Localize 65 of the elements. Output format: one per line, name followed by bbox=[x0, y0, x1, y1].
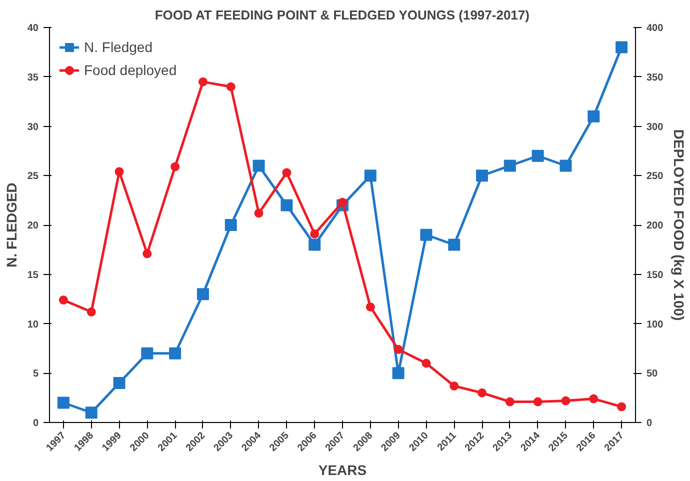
point bbox=[448, 238, 460, 251]
y2-tick-label: 50 bbox=[646, 368, 658, 380]
point bbox=[254, 208, 264, 218]
point bbox=[226, 82, 236, 92]
point bbox=[86, 307, 96, 316]
point bbox=[533, 397, 542, 406]
y2-tick-label: 150 bbox=[646, 270, 664, 281]
point bbox=[504, 160, 516, 172]
point bbox=[169, 347, 182, 360]
point bbox=[505, 397, 514, 406]
point bbox=[198, 77, 208, 86]
point bbox=[364, 170, 376, 182]
point bbox=[308, 238, 321, 251]
point bbox=[58, 296, 68, 305]
chart-title: FOOD AT FEEDING POINT & FLEDGED YOUNGS (1997-2017) bbox=[154, 8, 530, 22]
point bbox=[532, 150, 544, 162]
point bbox=[476, 170, 488, 182]
y-tick-label: 15 bbox=[27, 270, 39, 281]
point bbox=[282, 168, 292, 178]
y2-tick-label: 350 bbox=[646, 72, 664, 84]
point bbox=[141, 347, 154, 360]
y2-tick-label: 400 bbox=[646, 23, 664, 34]
y-tick-label: 40 bbox=[27, 23, 39, 34]
point bbox=[560, 160, 572, 172]
y-tick-label: 5 bbox=[32, 368, 39, 380]
point bbox=[589, 394, 598, 404]
point bbox=[616, 41, 628, 54]
y2-tick-label: 0 bbox=[646, 418, 652, 429]
y-tick-label: 30 bbox=[27, 122, 39, 133]
point bbox=[422, 358, 431, 368]
point bbox=[57, 396, 70, 409]
point bbox=[588, 110, 600, 122]
point bbox=[420, 228, 432, 241]
point bbox=[196, 288, 209, 300]
point bbox=[366, 302, 375, 312]
point bbox=[113, 377, 126, 389]
point bbox=[114, 167, 124, 176]
y2-tick-label: 300 bbox=[646, 122, 664, 133]
point bbox=[142, 249, 152, 258]
y-tick-label: 10 bbox=[27, 319, 39, 330]
point bbox=[280, 199, 293, 212]
point bbox=[478, 388, 487, 398]
y-axis-title: N. FLEDGED bbox=[3, 182, 20, 268]
point bbox=[338, 198, 347, 207]
legend-label: N. Fledged bbox=[84, 39, 152, 55]
y2-tick-label: 250 bbox=[646, 171, 664, 182]
point bbox=[170, 162, 180, 172]
y2-tick-label: 100 bbox=[646, 319, 664, 330]
y-tick-label: 35 bbox=[27, 72, 39, 84]
point bbox=[561, 396, 570, 406]
y-tick-label: 25 bbox=[27, 171, 39, 182]
point bbox=[252, 160, 265, 172]
point bbox=[450, 381, 459, 390]
point bbox=[310, 229, 320, 238]
y2-tick-label: 200 bbox=[646, 220, 664, 232]
point bbox=[617, 402, 626, 412]
y-tick-label: 0 bbox=[32, 418, 39, 429]
point bbox=[85, 406, 98, 419]
point bbox=[392, 367, 404, 380]
y2-axis-title: DEPLOYED FOOD (kg X 100) bbox=[671, 129, 688, 321]
y-tick-label: 20 bbox=[27, 220, 39, 232]
legend-label: Food deployed bbox=[84, 62, 177, 78]
point bbox=[224, 219, 237, 231]
point bbox=[394, 344, 403, 354]
x-axis-title: YEARS bbox=[318, 462, 367, 478]
